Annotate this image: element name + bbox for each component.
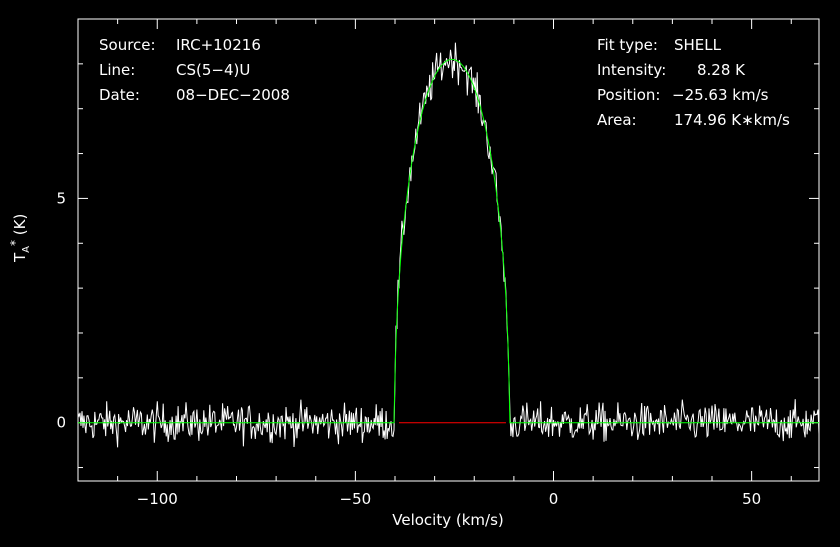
position-label: Position: xyxy=(597,86,661,104)
source-value: IRC+10216 xyxy=(176,36,261,54)
axis-tick-labels: −100 −50 0 50 0 5 xyxy=(56,189,761,508)
x-axis-label: Velocity (km/s) xyxy=(392,511,503,529)
y-axis-label-unit: (K) xyxy=(11,213,29,236)
source-label: Source: xyxy=(99,36,156,54)
line-value: CS(5−4)U xyxy=(176,61,251,79)
date-label: Date: xyxy=(99,86,140,104)
position-value: −25.63 km/s xyxy=(672,86,769,104)
fit-type-value: SHELL xyxy=(674,36,721,54)
area-label: Area: xyxy=(597,111,637,129)
spectrum-line xyxy=(77,42,820,448)
x-tick-label: 0 xyxy=(549,490,559,508)
y-tick-label: 5 xyxy=(56,189,66,207)
line-label: Line: xyxy=(99,61,136,79)
y-tick-label: 0 xyxy=(56,414,66,432)
x-tick-label: 50 xyxy=(742,490,761,508)
x-tick-label: −50 xyxy=(340,490,372,508)
area-value: 174.96 K∗km/s xyxy=(674,111,790,129)
plot-frame xyxy=(77,18,820,482)
intensity-label: Intensity: xyxy=(597,61,667,79)
date-value: 08−DEC−2008 xyxy=(176,86,290,104)
fit-type-label: Fit type: xyxy=(597,36,658,54)
fit-line xyxy=(78,58,819,424)
y-axis-label-sub: A xyxy=(21,245,32,253)
intensity-value: 8.28 K xyxy=(697,61,746,79)
x-tick-label: −100 xyxy=(137,490,178,508)
y-axis-label-sup: * xyxy=(8,239,22,246)
y-axis-label: TA* (K) xyxy=(8,214,32,262)
axis-ticks xyxy=(77,19,819,481)
y-axis-label-main: T xyxy=(11,252,29,262)
